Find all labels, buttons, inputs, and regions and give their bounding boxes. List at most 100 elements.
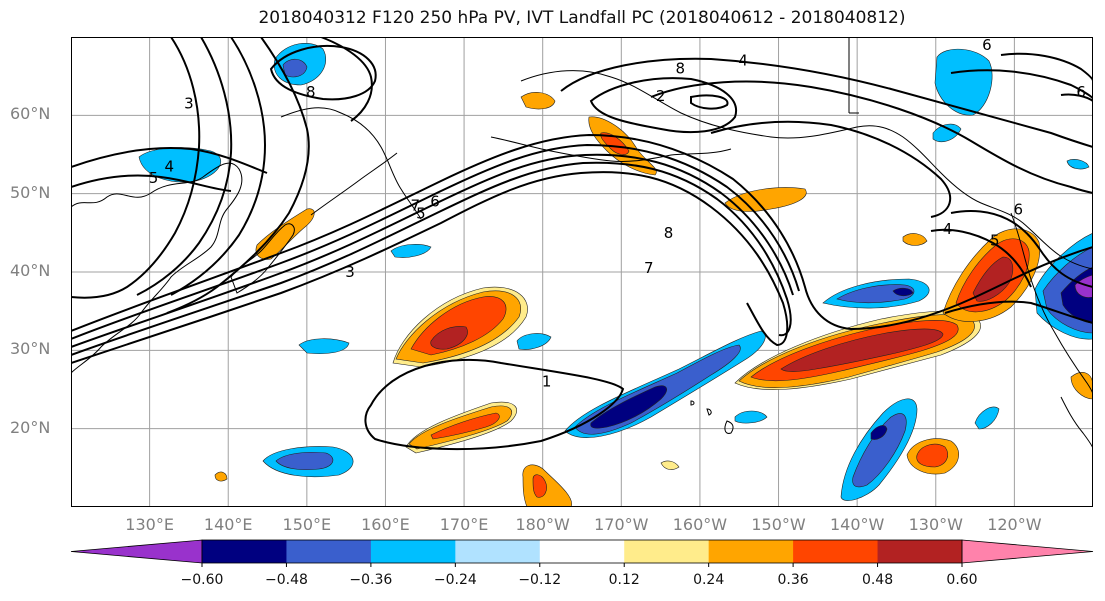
colorbar — [70, 539, 1094, 567]
pv-contour-line — [364, 358, 625, 451]
ivt-anomaly-region — [298, 338, 350, 354]
pv-contour-line — [71, 37, 201, 299]
pv-contour-line — [950, 69, 1093, 100]
pv-contour-label: 5 — [416, 204, 426, 222]
pv-contour-label: 1 — [542, 373, 552, 391]
asia-coastline — [71, 162, 243, 374]
ivt-anomaly-layer — [214, 92, 1093, 507]
pv-contour-line — [1000, 52, 1093, 82]
colorbar-segment — [877, 540, 963, 563]
ivt-anomaly-region — [275, 451, 334, 471]
pv-contour-line — [560, 57, 1093, 148]
pv-contour-line — [71, 146, 268, 174]
colorbar-tick-label: −0.36 — [349, 572, 393, 588]
pv-contour-line — [589, 77, 738, 134]
pv-contour-line — [944, 300, 1093, 324]
ivt-anomaly-region — [972, 256, 1014, 302]
longitude-tick-label: 180°W — [515, 515, 570, 534]
pv-contour-label: 5 — [990, 232, 1000, 250]
colorbar-segment — [286, 540, 372, 563]
ivt-anomaly-region — [522, 464, 572, 507]
pv-contour-label: 8 — [675, 59, 685, 77]
ivt-anomaly-region — [430, 412, 500, 440]
pv-contour-label: 3 — [184, 95, 194, 113]
colorbar-tick-label: 0.12 — [608, 572, 640, 588]
baja-coastline — [1060, 396, 1093, 450]
longitude-tick-label: 130°E — [125, 515, 174, 534]
longitude-tick-label: 140°E — [203, 515, 253, 534]
pv-contour-label: 6 — [982, 37, 992, 54]
latitude-tick-label: 40°N — [10, 261, 51, 280]
pv-contour-label: 8 — [306, 83, 316, 101]
ivt-anomaly-region — [660, 460, 680, 470]
ivt-anomaly-region — [282, 58, 308, 78]
colorbar-segment — [624, 540, 710, 563]
colorbar-tick-label: −0.48 — [264, 572, 308, 588]
pv-contour-label: 6 — [430, 193, 440, 211]
longitude-tick-label: 130°W — [908, 515, 963, 534]
longitude-tick-label: 150°W — [751, 515, 806, 534]
ivt-anomaly-region — [724, 187, 807, 212]
ivt-negative-layer — [138, 42, 1093, 501]
pv-contour-line — [930, 228, 1032, 288]
pv-contour-line — [136, 37, 233, 296]
longitude-tick-label: 140°W — [829, 515, 885, 534]
pv-contour-label: 6 — [1014, 200, 1024, 218]
colorbar-tick-label: 0.36 — [777, 572, 809, 588]
pv-contour-line — [650, 80, 1093, 194]
colorbar-tick-label: 0.60 — [946, 572, 978, 588]
longitude-tick-label: 170°E — [439, 515, 489, 534]
pv-contour-label: 5 — [149, 169, 159, 187]
latitude-tick-label: 60°N — [10, 104, 51, 124]
hawaii-islands — [690, 400, 734, 434]
pv-contour-line — [690, 94, 729, 110]
longitude-tick-label: 120°W — [987, 515, 1042, 534]
ivt-anomaly-region — [1074, 274, 1093, 298]
ivt-anomaly-region — [430, 326, 468, 350]
ivt-anomaly-region — [1066, 159, 1090, 170]
colorbar-segment — [708, 540, 794, 563]
pv-contour-line — [166, 37, 310, 314]
longitude-tick-label: 150°E — [282, 515, 332, 534]
latitude-tick-label: 50°N — [10, 182, 51, 202]
pv-contour-label: 4 — [943, 220, 953, 238]
pv-contour-line — [71, 174, 232, 192]
longitude-tick-label: 160°E — [361, 515, 410, 534]
ivt-anomaly-region — [734, 410, 768, 424]
pv-contour-line — [950, 210, 1093, 288]
colorbar-tick-label: 0.24 — [693, 572, 725, 588]
ivt-anomaly-region — [780, 328, 944, 372]
kamchatka-coastline — [280, 107, 422, 220]
colorbar-tick-label: −0.12 — [518, 572, 562, 588]
ivt-anomaly-region — [1070, 372, 1093, 400]
longitude-tick-label: 170°W — [594, 515, 649, 534]
colorbar-segment — [202, 540, 287, 563]
colorbar-segment — [793, 540, 879, 563]
colorbar-tick-label: −0.24 — [433, 572, 477, 588]
ivt-anomaly-region — [390, 244, 432, 258]
ivt-anomaly-region — [600, 132, 630, 155]
pv-contour-line — [1060, 93, 1093, 102]
kuril-coastline — [310, 152, 398, 216]
pv-contour-label: 3 — [345, 263, 355, 281]
latitude-tick-label: 30°N — [10, 339, 51, 359]
ivt-anomaly-region — [836, 284, 915, 304]
pv-contour-label: 2 — [656, 87, 666, 105]
ivt-anomaly-region — [214, 471, 228, 482]
aleutian-coastline — [490, 136, 732, 162]
colorbar-extend-low — [70, 539, 203, 564]
pv-contour-line — [71, 143, 800, 340]
pv-contour-line — [710, 120, 952, 218]
ivt-anomaly-region — [590, 385, 667, 429]
ivt-anomaly-region — [902, 233, 928, 246]
ivt-anomaly-region — [870, 425, 888, 440]
longitude-tick-label: 160°W — [672, 515, 728, 534]
pv-contour-line — [71, 171, 789, 364]
pv-contour-label: 7 — [411, 196, 421, 214]
colorbar-tick-label: 0.48 — [861, 572, 894, 588]
latitude-tick-label: 20°N — [10, 417, 51, 437]
pv-contour-label: 7 — [644, 259, 654, 277]
coastlines — [71, 37, 1093, 450]
ivt-anomaly-region — [916, 443, 948, 468]
